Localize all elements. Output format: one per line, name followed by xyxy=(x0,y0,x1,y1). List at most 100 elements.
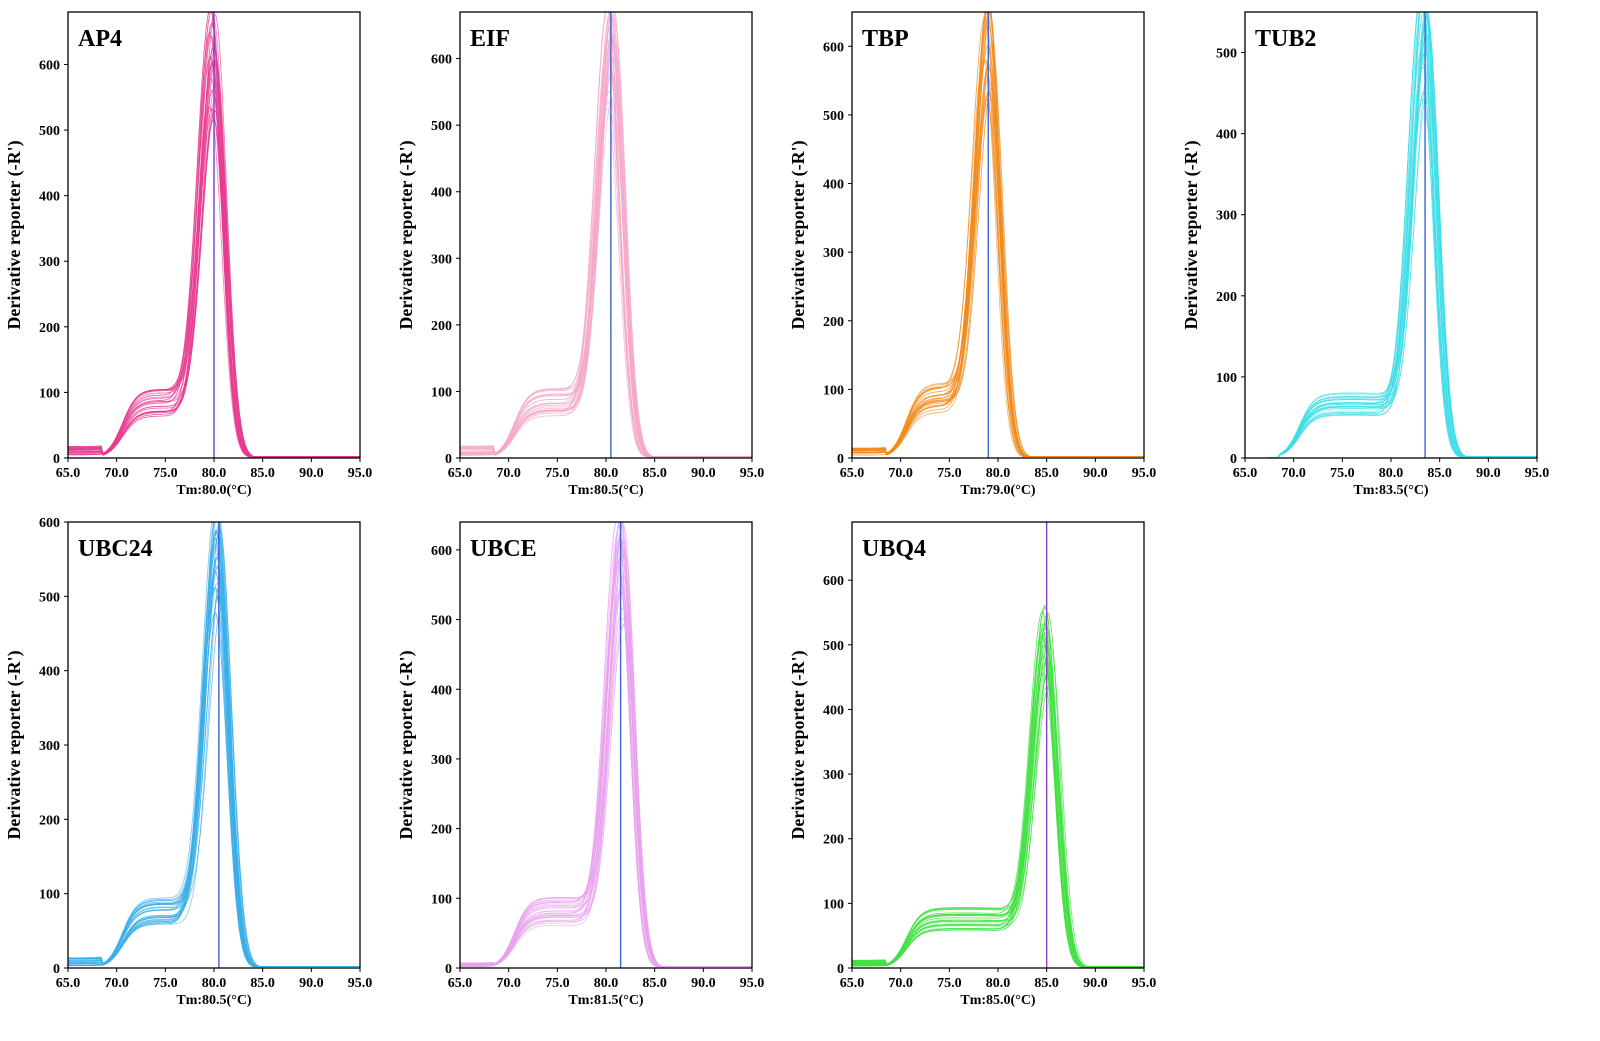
y-tick-label: 500 xyxy=(431,614,452,629)
y-tick-label: 200 xyxy=(823,315,844,330)
x-axis-label: Tm:85.0(°C) xyxy=(960,993,1036,1008)
chart-ubc24: 0 100 200 300 400 500 600 65.0 70.0 75.0 80.0 85.0 9… xyxy=(4,516,372,1008)
y-tick-label: 200 xyxy=(431,823,452,838)
melt-curve-line xyxy=(852,604,1144,968)
y-axis-label: Derivative reporter (-R') xyxy=(4,650,25,839)
y-tick-label: 600 xyxy=(823,40,844,55)
melt-curve-line xyxy=(460,56,752,458)
x-tick-label: 75.0 xyxy=(545,976,570,991)
x-axis-label: Tm:80.0(°C) xyxy=(176,483,252,498)
chart-tbp: 0 100 200 300 400 500 600 65.0 70.0 75.0 80.0 85.0 9… xyxy=(788,11,1156,498)
y-tick-label: 300 xyxy=(1216,209,1237,224)
chart-title: TBP xyxy=(862,26,909,52)
chart-title: AP4 xyxy=(78,26,122,52)
x-tick-label: 85.0 xyxy=(1427,466,1452,481)
melt-curve-line xyxy=(68,538,360,967)
x-tick-label: 80.0 xyxy=(202,466,227,481)
melt-curve-line xyxy=(68,524,360,968)
x-axis-label: Tm:83.5(°C) xyxy=(1353,483,1429,498)
y-tick-label: 100 xyxy=(431,385,452,400)
x-tick-label: 85.0 xyxy=(1034,976,1059,991)
y-tick-label: 400 xyxy=(1216,128,1237,143)
curve-group xyxy=(1245,12,1537,458)
melt-curve-line xyxy=(68,530,360,968)
x-tick-label: 80.0 xyxy=(1379,466,1404,481)
chart-ubce: 0 100 200 300 400 500 600 65.0 70.0 75.0 80.0 85.0 9… xyxy=(396,521,765,1008)
y-tick-label: 600 xyxy=(431,53,452,68)
y-tick-label: 600 xyxy=(431,544,452,559)
melt-curve-line xyxy=(852,12,1144,458)
y-tick-label: 0 xyxy=(837,452,844,467)
melt-curve-line xyxy=(68,582,360,967)
y-tick-label: 600 xyxy=(39,516,60,531)
melt-curve-line xyxy=(68,573,360,967)
x-tick-label: 95.0 xyxy=(348,466,373,481)
y-axis-label: Derivative reporter (-R') xyxy=(788,140,809,329)
melt-curve-line xyxy=(852,672,1144,968)
x-tick-label: 95.0 xyxy=(1525,466,1550,481)
melt-curve-line xyxy=(68,541,360,967)
x-tick-label: 65.0 xyxy=(840,976,865,991)
melt-curve-line xyxy=(460,91,752,458)
x-tick-label: 95.0 xyxy=(740,976,765,991)
y-tick-label: 100 xyxy=(823,383,844,398)
y-tick-label: 300 xyxy=(39,739,60,754)
y-tick-label: 0 xyxy=(837,962,844,977)
chart-tub2: 0 100 200 300 400 500 65.0 70.0 75.0 80.0 85.0 90.0… xyxy=(1181,11,1550,498)
x-tick-label: 75.0 xyxy=(153,466,178,481)
plot-frame xyxy=(851,521,1145,969)
y-axis-label: Derivative reporter (-R') xyxy=(1181,140,1202,329)
y-tick-label: 300 xyxy=(431,252,452,267)
y-tick-label: 300 xyxy=(39,255,60,270)
x-tick-label: 70.0 xyxy=(104,466,129,481)
melt-curve-line xyxy=(68,587,360,967)
melt-curve-line xyxy=(1245,98,1537,458)
x-tick-label: 65.0 xyxy=(56,466,81,481)
melt-curve-line xyxy=(852,644,1144,968)
melt-curve-line xyxy=(852,627,1144,968)
y-tick-label: 0 xyxy=(53,962,60,977)
curve-group xyxy=(460,12,752,458)
y-tick-label: 0 xyxy=(53,452,60,467)
y-tick-label: 0 xyxy=(445,962,452,977)
y-tick-label: 100 xyxy=(1216,371,1237,386)
y-tick-label: 500 xyxy=(431,119,452,134)
x-tick-label: 65.0 xyxy=(448,976,473,991)
chart-title: EIF xyxy=(470,26,510,52)
chart-title: UBC24 xyxy=(78,536,153,562)
melt-curve-line xyxy=(68,606,360,968)
melt-curve-line xyxy=(460,108,752,458)
melt-curve-line xyxy=(852,673,1144,968)
x-tick-label: 90.0 xyxy=(299,976,324,991)
x-tick-label: 80.0 xyxy=(986,466,1011,481)
y-tick-label: 200 xyxy=(39,813,60,828)
y-tick-label: 200 xyxy=(39,321,60,336)
x-tick-label: 85.0 xyxy=(642,976,667,991)
x-tick-label: 95.0 xyxy=(1132,976,1157,991)
melt-curve-line xyxy=(852,633,1144,968)
x-tick-label: 65.0 xyxy=(448,466,473,481)
y-tick-label: 100 xyxy=(39,386,60,401)
chart-ubq4: 0 100 200 300 400 500 600 65.0 70.0 75.0 80.0 85.0 9… xyxy=(788,521,1157,1008)
y-tick-label: 500 xyxy=(1216,47,1237,62)
melt-curve-line xyxy=(852,645,1144,968)
y-tick-label: 400 xyxy=(39,665,60,680)
x-tick-label: 80.0 xyxy=(594,976,619,991)
y-axis-label: Derivative reporter (-R') xyxy=(396,140,417,329)
y-tick-label: 400 xyxy=(823,703,844,718)
melt-curve-line xyxy=(852,645,1144,968)
x-axis-label: Tm:79.0(°C) xyxy=(960,483,1036,498)
curve-group xyxy=(852,12,1144,458)
y-axis-label: Derivative reporter (-R') xyxy=(788,650,809,839)
x-tick-label: 85.0 xyxy=(642,466,667,481)
y-tick-label: 500 xyxy=(823,639,844,654)
melt-curve-line xyxy=(852,672,1144,968)
y-tick-label: 600 xyxy=(823,574,844,589)
chart-title: UBQ4 xyxy=(862,536,926,562)
melt-curve-line xyxy=(852,610,1144,968)
melt-curve-line xyxy=(1245,66,1537,458)
x-tick-label: 75.0 xyxy=(1330,466,1355,481)
x-axis-label: Tm:81.5(°C) xyxy=(568,993,644,1008)
x-tick-label: 65.0 xyxy=(56,976,81,991)
